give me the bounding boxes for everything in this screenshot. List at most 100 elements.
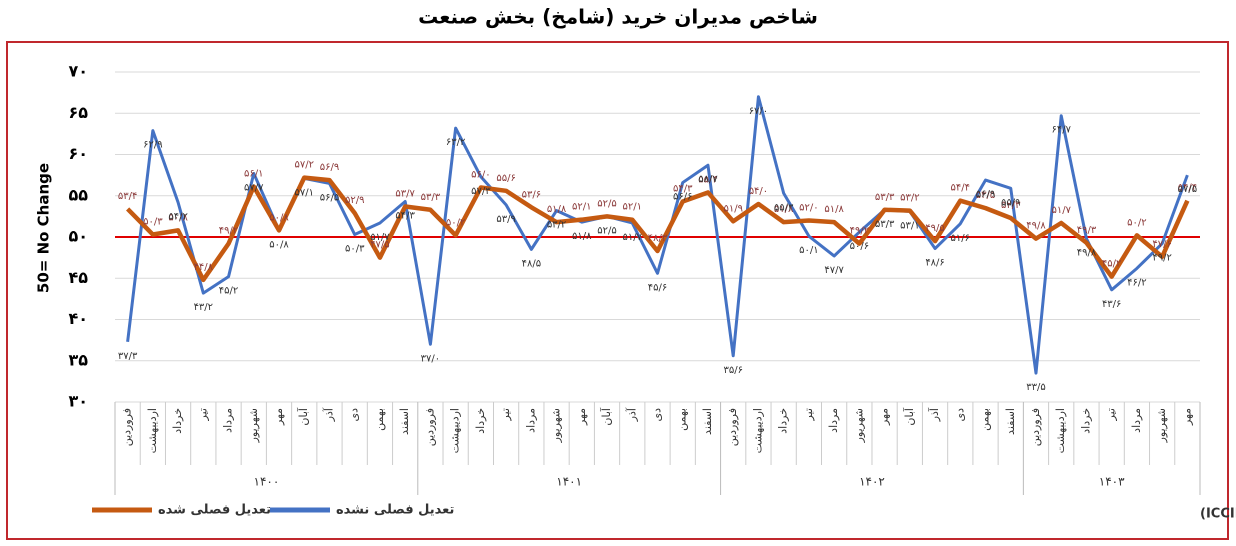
- legend-label: تعدیل فصلی نشده: [336, 503, 454, 518]
- series-line: [126, 175, 1190, 283]
- x-tick-label: خرداد: [171, 408, 184, 434]
- x-tick-label: آذر: [927, 407, 941, 422]
- data-label: ۳۵/۶: [723, 365, 742, 376]
- x-tick-label: خرداد: [1079, 408, 1092, 434]
- data-label: ۴۸/۳: [648, 233, 668, 244]
- x-tick-label: آبان: [599, 407, 613, 425]
- data-label: ۵۵/۴: [698, 174, 717, 185]
- group-label: ۱۴۰۰: [254, 475, 280, 489]
- data-label: ۵۱/۸: [774, 204, 794, 215]
- data-label: ۵۳/۵: [976, 190, 995, 201]
- data-label: ۵۱/۸: [547, 204, 567, 215]
- x-tick-label: تیر: [499, 408, 512, 421]
- data-label: ۶۲/۹: [143, 140, 162, 151]
- data-label: ۵۲/۱: [572, 202, 591, 213]
- data-label: ۵۳/۱: [900, 220, 919, 231]
- x-tick-label: مرداد: [524, 408, 537, 433]
- data-label: ۵۱/۸: [572, 231, 592, 242]
- data-label: ۳۳/۵: [1026, 382, 1045, 393]
- data-label: ۵۱/۷: [623, 232, 643, 243]
- data-label: ۵۲/۳: [1001, 200, 1021, 211]
- data-label: ۵۷/۵: [1178, 184, 1197, 195]
- x-tick-label: اردیبهشت: [1054, 408, 1067, 453]
- y-tick-label: ۶۰: [68, 144, 88, 163]
- data-label: ۵۵/۳: [774, 202, 794, 213]
- data-label: ۶۴/۷: [1051, 125, 1071, 136]
- data-label: ۴۶/۲: [1127, 277, 1146, 288]
- data-label: ۵۳/۹: [496, 214, 515, 225]
- x-tick-label: شهریور: [550, 408, 563, 443]
- data-label: ۵۰/۲: [1127, 217, 1146, 228]
- frame: [6, 41, 1229, 540]
- data-label: ۵۲/۰: [799, 203, 818, 214]
- data-label: ۴۷/۷: [824, 265, 844, 276]
- group-label: ۱۴۰۱: [556, 475, 582, 489]
- data-label: ۵۲/۹: [345, 195, 364, 206]
- data-label: ۵۷/۱: [295, 187, 314, 198]
- data-label: ۵۶/۹: [976, 189, 995, 200]
- x-tick-label: مرداد: [222, 408, 235, 433]
- x-tick-label: شهریور: [1155, 408, 1168, 443]
- x-tick-label: اسفند: [701, 408, 714, 435]
- data-label: ۵۶/۵: [320, 192, 339, 203]
- data-label: ۴۴/۸: [194, 262, 214, 273]
- data-label: ۵۶/۰: [471, 170, 490, 181]
- data-label: ۴۹/۲: [1152, 253, 1171, 264]
- x-tick-label: اردیبهشت: [146, 408, 159, 453]
- data-label: ۵۱/۷: [370, 232, 390, 243]
- data-label: ۴۷/۵: [370, 240, 389, 251]
- x-tick-label: مهر: [878, 408, 891, 426]
- x-tick-label: فروردین: [121, 408, 134, 446]
- y-tick-label: ۳۰: [68, 392, 88, 411]
- data-label: ۵۴/۰: [749, 186, 768, 197]
- data-label: ۵۴/۴: [1178, 183, 1197, 194]
- x-tick-label: مهر: [575, 408, 588, 426]
- x-tick-label: فروردین: [423, 408, 436, 446]
- group-label: ۱۴۰۳: [1099, 475, 1125, 489]
- data-label: ۵۰/۸: [269, 239, 289, 250]
- data-label: ۵۷/۳: [471, 186, 491, 197]
- x-tick-label: مهر: [272, 408, 285, 426]
- data-label: ۳۷/۰: [421, 353, 440, 364]
- x-tick-label: آبان: [296, 407, 310, 425]
- data-label: ۵۳/۶: [522, 189, 541, 200]
- x-tick-label: تیر: [1105, 408, 1118, 421]
- data-label: ۵۰/۱: [799, 245, 818, 256]
- data-label: ۵۰/۳: [143, 217, 163, 228]
- x-tick-label: دی: [651, 408, 664, 422]
- data-label: ۴۵/۲: [219, 286, 238, 297]
- x-tick-label: تیر: [802, 408, 815, 421]
- data-label: ۵۰/۸: [168, 212, 188, 223]
- data-label: ۵۳/۳: [875, 219, 895, 230]
- data-label: ۵۷/۲: [295, 160, 314, 171]
- x-tick-label: شهریور: [852, 408, 865, 443]
- data-label: ۵۳/۲: [547, 220, 566, 231]
- x-tick-label: فروردین: [726, 408, 739, 446]
- data-label: ۴۵/۶: [648, 282, 667, 293]
- data-label: ۴۹/۲: [219, 226, 238, 237]
- data-label: ۴۹/۳: [1077, 225, 1097, 236]
- data-label: ۵۸/۷: [698, 174, 718, 185]
- y-tick-label: ۴۵: [68, 268, 88, 287]
- data-label: ۵۲/۵: [597, 225, 616, 236]
- data-label: ۴۵/۲: [1102, 259, 1121, 270]
- y-tick-label: ۶۵: [68, 103, 88, 122]
- data-label: ۵۳/۳: [875, 192, 895, 203]
- x-tick-label: خرداد: [777, 408, 790, 434]
- data-label: ۴۸/۶: [925, 258, 944, 269]
- data-label: ۵۱/۶: [951, 233, 970, 244]
- x-tick-label: مرداد: [827, 408, 840, 433]
- data-label: ۴۹/۸: [1026, 221, 1046, 232]
- x-tick-label: دی: [953, 408, 966, 422]
- data-label: ۴۳/۲: [194, 302, 213, 313]
- data-label: ۶۷/۰: [749, 106, 768, 117]
- x-tick-label: مهر: [1180, 408, 1193, 426]
- data-label: ۵۶/۹: [320, 162, 339, 173]
- data-label: ۴۹/۸: [1077, 248, 1097, 259]
- data-label: ۳۷/۳: [118, 351, 138, 362]
- x-tick-label: آبان: [902, 407, 916, 425]
- x-tick-label: خرداد: [474, 408, 487, 434]
- x-tick-label: فروردین: [1029, 408, 1042, 446]
- x-tick-label: اردیبهشت: [751, 408, 764, 453]
